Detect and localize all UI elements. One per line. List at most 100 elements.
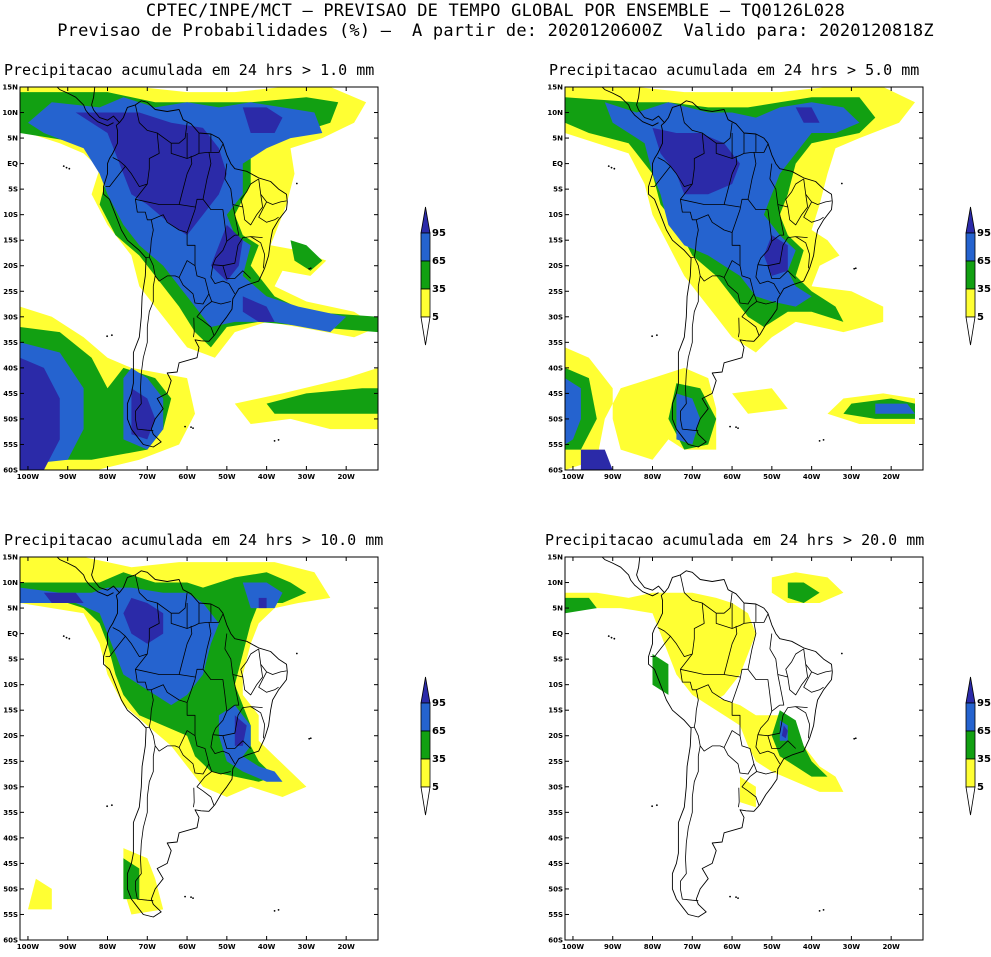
island xyxy=(737,427,739,430)
legend-colorbar-20mm: 95 65 35 5 xyxy=(965,676,991,816)
country-border xyxy=(193,787,195,808)
country-border xyxy=(240,648,259,678)
country-border xyxy=(240,178,259,208)
prob-35-65-area xyxy=(787,582,820,603)
prob-95-area xyxy=(131,388,156,440)
panel-title-5mm: Precipitacao acumulada em 24 hrs > 5.0 m… xyxy=(549,61,920,79)
island xyxy=(62,635,65,638)
country-border xyxy=(767,265,796,279)
lon-label: 60W xyxy=(723,943,741,951)
country-border xyxy=(134,745,156,902)
probability-map-1mm: 15N 10N 5N EQ 5S 10S 15S 20S 25S 30S 35S 40S 45S 50S 5… xyxy=(2,84,379,481)
island xyxy=(68,637,71,640)
country-border xyxy=(738,787,740,808)
country-border xyxy=(650,165,671,187)
lat-label: 10N xyxy=(2,109,18,117)
south-america-coastline xyxy=(648,100,833,448)
legend-label: 5 xyxy=(432,312,439,323)
country-border xyxy=(803,671,824,693)
legend-box-2 xyxy=(965,758,976,788)
island xyxy=(62,165,65,168)
country-border xyxy=(756,771,776,775)
country-border xyxy=(186,198,228,242)
country-border xyxy=(222,735,251,749)
lat-label: EQ xyxy=(7,160,18,168)
island xyxy=(295,652,298,655)
island xyxy=(854,737,857,740)
country-border xyxy=(178,747,210,775)
lon-label: 30W xyxy=(298,473,316,481)
country-border xyxy=(701,592,733,614)
country-border xyxy=(795,706,811,739)
lat-label: 20S xyxy=(548,262,563,270)
country-border xyxy=(803,201,824,223)
island xyxy=(853,267,856,270)
country-border xyxy=(747,621,757,670)
lon-label: 50W xyxy=(218,943,236,951)
lat-label: 50S xyxy=(548,885,563,893)
country-border xyxy=(170,143,224,159)
country-border xyxy=(777,648,809,696)
country-border xyxy=(679,275,701,432)
country-border xyxy=(693,726,741,752)
country-border xyxy=(260,193,287,205)
island xyxy=(308,737,311,740)
prob-5-35-area xyxy=(732,388,788,414)
island xyxy=(65,636,68,639)
country-border xyxy=(679,745,701,902)
island xyxy=(190,426,192,429)
central-america-coastline xyxy=(56,87,120,127)
lon-label: 20W xyxy=(337,473,355,481)
lat-label: 25S xyxy=(3,758,18,766)
country-border xyxy=(650,635,671,657)
legend-box-0 xyxy=(420,232,431,262)
country-border xyxy=(795,236,811,269)
legend-box-0 xyxy=(420,702,431,732)
prob-95-area xyxy=(43,592,84,603)
country-border xyxy=(723,155,738,205)
lat-label: 25S xyxy=(548,758,563,766)
country-border xyxy=(715,613,769,629)
legend-label: 5 xyxy=(977,782,984,793)
prob-95-area xyxy=(258,597,267,609)
country-border xyxy=(747,151,757,200)
legend-label: 35 xyxy=(432,284,446,295)
country-border xyxy=(105,165,126,187)
legend-triangle-bottom xyxy=(420,786,431,816)
lat-label: 45S xyxy=(3,390,18,398)
coastline-layer xyxy=(601,87,857,448)
country-border xyxy=(723,625,738,675)
country-border xyxy=(657,574,705,657)
prob-95-area xyxy=(580,449,613,470)
lon-label: 40W xyxy=(803,473,821,481)
lat-label: 20S xyxy=(548,732,563,740)
country-border xyxy=(232,178,264,226)
lat-label: 10N xyxy=(2,579,18,587)
island xyxy=(184,895,186,898)
country-border xyxy=(723,747,755,775)
island xyxy=(106,805,109,808)
prob-35-65-area xyxy=(290,240,323,271)
lat-label: 10N xyxy=(547,579,563,587)
lon-label: 70W xyxy=(684,473,702,481)
country-border xyxy=(146,219,154,258)
prob-95-area xyxy=(795,107,820,123)
country-border xyxy=(258,201,279,223)
legend-label: 65 xyxy=(432,256,446,267)
country-border xyxy=(134,653,215,806)
legend-label: 35 xyxy=(432,754,446,765)
lat-label: 5N xyxy=(552,605,563,613)
lat-label: 15S xyxy=(3,237,18,245)
lat-label: EQ xyxy=(552,630,563,638)
lat-label: 45S xyxy=(548,390,563,398)
island xyxy=(110,804,113,807)
island xyxy=(840,182,843,185)
coastline-layer xyxy=(56,87,312,448)
country-border xyxy=(170,613,224,629)
island xyxy=(822,438,825,441)
lon-label: 40W xyxy=(803,943,821,951)
country-border xyxy=(211,301,231,305)
island xyxy=(273,909,276,912)
island xyxy=(651,335,654,338)
lon-label: 60W xyxy=(178,943,196,951)
